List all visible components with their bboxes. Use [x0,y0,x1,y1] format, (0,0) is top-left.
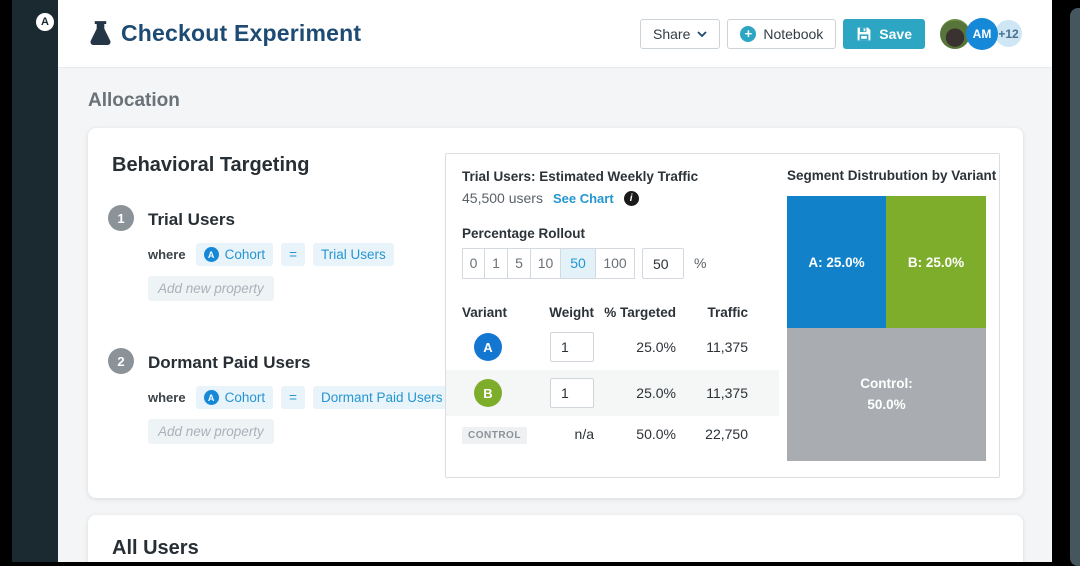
segment-2-condition: where A Cohort = Dormant Paid Users [148,386,451,409]
notebook-button[interactable]: + Notebook [727,18,837,49]
chart-segment-b: B: 25.0% [886,196,986,328]
where-label: where [148,390,186,405]
traffic-value: 11,375 [706,339,748,355]
add-property-button[interactable]: Add new property [148,419,274,444]
rollout-preset-1[interactable]: 1 [484,248,508,279]
weight-input-b[interactable] [550,378,594,408]
section-title-allocation: Allocation [88,90,180,111]
property-chip-cohort[interactable]: A Cohort [195,386,274,409]
rollout-preset-10[interactable]: 10 [530,248,561,279]
add-property-button[interactable]: Add new property [148,276,274,301]
table-row-control: CONTROL n/a 50.0% 22,750 [446,416,779,452]
title-group: Checkout Experiment [90,20,361,47]
control-badge: CONTROL [462,426,527,444]
page-title: Checkout Experiment [121,20,362,46]
rollout-panel: Trial Users: Estimated Weekly Traffic 45… [445,153,1000,478]
segment-1-condition: where A Cohort = Trial Users [148,243,394,266]
header-bar: Checkout Experiment Share + Notebook [58,0,1052,68]
segment-1-name: Trial Users [148,210,235,229]
distribution-chart-title: Segment Distrubution by Variant [787,168,997,183]
card-title: Behavioral Targeting [112,154,310,176]
property-chip-cohort[interactable]: A Cohort [195,243,274,266]
avatar-photo[interactable] [940,18,970,49]
targeted-value: 50.0% [636,426,676,442]
variants-table: Variant Weight % Targeted Traffic A 25.0… [446,300,779,452]
where-label: where [148,247,186,262]
percent-unit-label: % [694,255,707,271]
rollout-preset-5[interactable]: 5 [507,248,531,279]
info-icon[interactable]: i [623,190,639,206]
background-window-edge [1070,8,1080,566]
rollout-preset-group: 0 1 5 10 50 100 [462,248,635,279]
step-2-badge: 2 [108,348,134,374]
property-chip-label: Cohort [224,390,266,405]
card-title: All Users [112,537,199,559]
header-actions: Share + Notebook Save [640,17,1022,50]
traffic-value: 22,750 [705,426,748,442]
col-header-traffic: Traffic [707,304,748,320]
chart-segment-a: A: 25.0% [787,196,886,328]
save-button-label: Save [879,25,912,42]
see-chart-link[interactable]: See Chart [552,190,614,206]
col-header-variant: Variant [462,304,508,320]
left-nav-rail: A [12,0,58,562]
rollout-preset-100[interactable]: 100 [595,248,635,279]
table-row-variant-b: B 25.0% 11,375 [446,370,779,416]
avatar-initials[interactable]: AM [966,17,998,50]
chart-segment-a-label: A: 25.0% [808,254,865,270]
rollout-preset-50-selected[interactable]: 50 [560,248,596,279]
share-button-label: Share [653,25,691,42]
chevron-down-icon [697,30,707,37]
rollout-percent-input[interactable] [642,248,684,279]
save-button[interactable]: Save [843,18,925,49]
targeted-value: 25.0% [636,339,676,355]
rollout-label: Percentage Rollout [462,226,586,241]
save-icon [857,27,871,40]
traffic-title: Trial Users: Estimated Weekly Traffic [462,169,699,184]
col-header-weight: Weight [549,304,594,320]
targeted-value: 25.0% [636,385,676,401]
variant-a-badge: A [474,333,502,361]
cohort-icon: A [203,247,219,262]
rollout-preset-0[interactable]: 0 [462,248,485,279]
app-window: A Checkout Experiment Share + Notebook [12,0,1052,562]
step-1-badge: 1 [108,205,134,231]
property-chip-label: Cohort [224,247,266,262]
collaborator-avatars: AM +12 [940,17,1022,50]
distribution-chart: A: 25.0% B: 25.0% Control: 50.0% [787,196,986,461]
variants-table-header: Variant Weight % Targeted Traffic [446,300,779,324]
plus-circle-icon: + [740,25,757,42]
operator-chip[interactable]: = [281,243,305,266]
segment-2-name: Dormant Paid Users [148,353,311,372]
operator-chip[interactable]: = [281,386,305,409]
flask-icon [90,21,111,45]
chart-segment-b-label: B: 25.0% [907,254,965,270]
variant-b-badge: B [474,379,502,407]
traffic-value: 45,500 users [462,190,543,206]
value-chip[interactable]: Trial Users [313,243,394,266]
avatar-overflow-count[interactable]: +12 [995,20,1022,47]
behavioral-targeting-card: Behavioral Targeting 1 Trial Users where… [88,128,1023,498]
traffic-value: 11,375 [706,385,748,401]
share-button[interactable]: Share [640,18,721,49]
cohort-icon: A [203,390,219,405]
chart-segment-control: Control: 50.0% [787,328,986,461]
all-users-card: All Users [88,515,1023,562]
amplitude-logo-icon[interactable]: A [36,13,54,31]
chart-segment-control-label: Control: 50.0% [860,376,913,412]
weight-input-a[interactable] [550,332,594,362]
value-chip[interactable]: Dormant Paid Users [313,386,451,409]
notebook-button-label: Notebook [763,25,824,42]
traffic-line: 45,500 users See Chart i [462,190,639,206]
weight-na: n/a [574,426,594,442]
table-row-variant-a: A 25.0% 11,375 [446,324,779,370]
col-header-targeted: % Targeted [604,304,676,320]
